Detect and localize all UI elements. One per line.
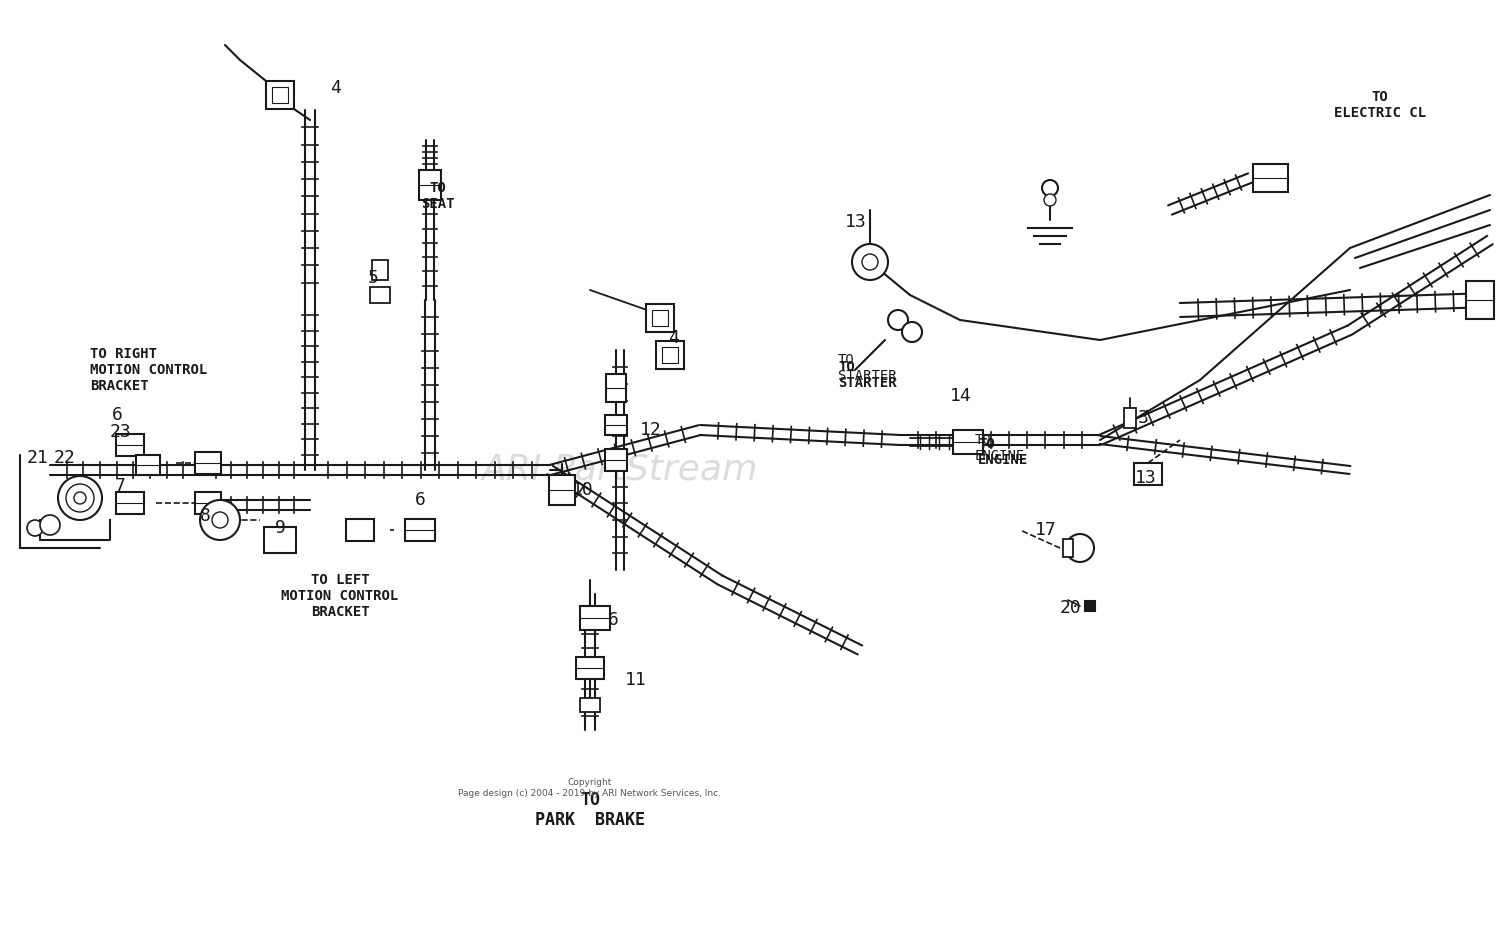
Text: TO
ENGINE: TO ENGINE — [975, 432, 1026, 463]
Text: 6: 6 — [112, 406, 123, 424]
Circle shape — [888, 310, 908, 330]
Text: TO
ENGINE: TO ENGINE — [978, 437, 1029, 467]
Text: 5: 5 — [368, 269, 380, 287]
Circle shape — [200, 500, 240, 540]
Bar — [372, 260, 388, 280]
Bar — [580, 698, 600, 712]
Circle shape — [1042, 180, 1058, 196]
Bar — [646, 304, 674, 332]
Text: 3: 3 — [1138, 409, 1149, 427]
Bar — [195, 452, 220, 474]
Bar — [580, 606, 610, 630]
Text: 8: 8 — [200, 507, 211, 525]
Bar — [370, 287, 390, 303]
Text: TO RIGHT
MOTION CONTROL
BRACKET: TO RIGHT MOTION CONTROL BRACKET — [90, 347, 207, 393]
Bar — [604, 415, 627, 435]
Bar — [604, 449, 627, 471]
Bar — [1124, 408, 1136, 428]
Text: TO
SEAT: TO SEAT — [422, 181, 454, 211]
Bar — [549, 475, 574, 505]
Circle shape — [211, 512, 228, 528]
Bar — [136, 455, 160, 475]
Circle shape — [1066, 534, 1094, 562]
Text: 13: 13 — [844, 213, 867, 231]
Bar — [195, 492, 220, 514]
Circle shape — [74, 492, 86, 504]
Bar — [116, 492, 144, 514]
Text: TO
STARTER: TO STARTER — [839, 360, 897, 390]
Text: ARI PartStream: ARI PartStream — [482, 453, 758, 487]
Bar — [606, 374, 625, 402]
Circle shape — [66, 484, 94, 512]
Bar — [116, 434, 144, 456]
Text: TO
PARK  BRAKE: TO PARK BRAKE — [536, 790, 645, 829]
Bar — [405, 519, 435, 541]
Text: 4: 4 — [330, 79, 340, 97]
Circle shape — [1044, 194, 1056, 206]
Bar — [1134, 463, 1162, 485]
Circle shape — [58, 476, 102, 520]
Circle shape — [40, 515, 60, 535]
Bar — [264, 527, 296, 553]
Bar — [952, 430, 982, 454]
Text: 4: 4 — [668, 329, 680, 347]
Text: 6: 6 — [608, 611, 619, 629]
Bar — [346, 519, 374, 541]
Text: 11: 11 — [626, 671, 646, 689]
Circle shape — [852, 244, 888, 280]
Text: 17: 17 — [1035, 521, 1056, 539]
Circle shape — [902, 322, 922, 342]
Text: 9: 9 — [274, 519, 286, 537]
Text: 10: 10 — [572, 481, 594, 499]
Text: TO
STARTER: TO STARTER — [839, 353, 897, 383]
Bar — [272, 87, 288, 104]
Text: 6: 6 — [416, 491, 426, 509]
Text: 20: 20 — [1060, 599, 1082, 617]
Bar — [651, 309, 669, 326]
Bar — [1252, 164, 1287, 192]
Text: 13: 13 — [1136, 469, 1156, 487]
Bar — [576, 657, 604, 679]
Bar — [266, 81, 294, 109]
Text: 14: 14 — [950, 387, 972, 405]
Bar — [662, 347, 678, 363]
Text: 23: 23 — [110, 423, 132, 441]
Bar — [656, 341, 684, 369]
Bar — [1064, 539, 1072, 557]
Text: 22: 22 — [54, 449, 75, 467]
Circle shape — [27, 520, 44, 536]
Text: TO
ELECTRIC CL: TO ELECTRIC CL — [1334, 90, 1426, 120]
Text: 21: 21 — [27, 449, 48, 467]
Text: 7: 7 — [116, 477, 126, 495]
Text: Copyright
Page design (c) 2004 - 2019 by ARI Network Services, Inc.: Copyright Page design (c) 2004 - 2019 by… — [459, 778, 722, 798]
Circle shape — [862, 254, 877, 270]
Text: TO LEFT
MOTION CONTROL
BRACKET: TO LEFT MOTION CONTROL BRACKET — [282, 573, 399, 619]
Bar — [1466, 281, 1494, 319]
Bar — [419, 170, 441, 200]
Bar — [1084, 601, 1095, 611]
Text: 12: 12 — [640, 421, 662, 439]
